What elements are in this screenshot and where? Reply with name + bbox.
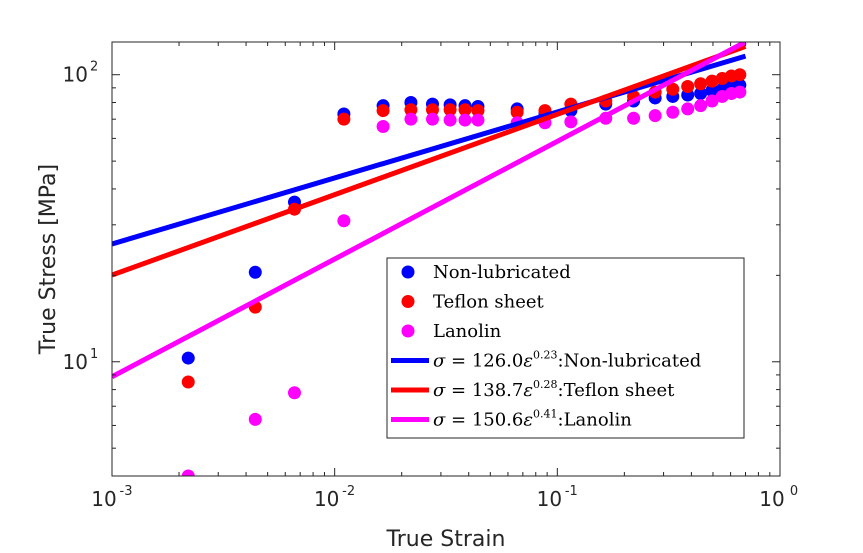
data-point-teflon-sheet [443, 103, 457, 117]
legend-marker [401, 324, 415, 338]
data-point-lanolin [404, 112, 418, 126]
data-point-lanolin [471, 113, 485, 127]
legend-entry: Non-lubricated [401, 262, 571, 283]
x-tick-label: 10 [759, 487, 784, 511]
fit-line-teflon-sheet [112, 44, 747, 278]
legend-entry: σ = 126.0ε0.23:Non-lubricated [391, 349, 701, 372]
data-point-lanolin [733, 85, 747, 99]
data-point-non-lubricated [181, 351, 195, 365]
x-tick-label-exponent: -3 [120, 484, 133, 499]
data-point-lanolin [627, 111, 641, 125]
legend-entry: σ = 150.6ε0.41:Lanolin [391, 408, 632, 431]
data-point-lanolin [248, 412, 262, 426]
legend-marker [401, 295, 415, 308]
legend-box [386, 257, 745, 439]
data-point-teflon-sheet [425, 103, 439, 117]
data-point-lanolin [425, 112, 439, 126]
data-point-lanolin [705, 94, 719, 108]
legend-label: Lanolin [433, 321, 502, 342]
axes-box [111, 41, 781, 477]
legend-label: Teflon sheet [433, 292, 545, 313]
data-point-teflon-sheet [181, 375, 195, 389]
data-point-lanolin [564, 115, 578, 129]
data-point-teflon-sheet [471, 104, 485, 118]
fit-line-non-lubricated [112, 53, 747, 247]
y-tick-label: 10 [63, 350, 88, 374]
x-tick-label: 10 [537, 487, 562, 511]
data-point-non-lubricated [705, 84, 719, 98]
data-point-teflon-sheet [376, 104, 390, 118]
legend-entry: Lanolin [401, 321, 502, 342]
legend-label: σ = 126.0ε0.23:Non-lubricated [433, 349, 701, 372]
data-point-lanolin [337, 214, 351, 228]
data-point-teflon-sheet [694, 77, 708, 91]
y-tick-label: 10 [63, 63, 88, 87]
data-point-lanolin [443, 113, 457, 127]
legend-marker [401, 265, 415, 279]
data-point-non-lubricated [694, 87, 708, 101]
legend-label: σ = 138.7ε0.28:Teflon sheet [433, 378, 675, 401]
data-point-teflon-sheet [510, 105, 524, 119]
legend-label: Non-lubricated [433, 262, 571, 283]
data-point-non-lubricated [248, 265, 262, 279]
legend-label: σ = 150.6ε0.41:Lanolin [433, 408, 632, 431]
data-point-lanolin [376, 120, 390, 134]
data-point-lanolin [694, 99, 708, 113]
y-tick-label-exponent: 2 [90, 60, 98, 75]
data-point-teflon-sheet [458, 103, 472, 117]
data-point-lanolin [681, 102, 695, 116]
x-tick-label: 10 [91, 487, 116, 511]
y-tick-label-exponent: 1 [90, 347, 98, 362]
legend-entry: Teflon sheet [401, 292, 545, 313]
data-point-lanolin [181, 469, 195, 476]
data-point-lanolin [287, 386, 301, 400]
data-point-teflon-sheet [404, 103, 418, 117]
x-tick-label-exponent: 0 [790, 484, 798, 499]
data-point-lanolin [458, 113, 472, 127]
data-point-teflon-sheet [337, 112, 351, 126]
x-axis-label: True Strain [386, 527, 506, 552]
data-point-teflon-sheet [681, 79, 695, 93]
x-tick-label-exponent: -1 [565, 484, 578, 499]
data-point-lanolin [648, 109, 662, 123]
data-point-teflon-sheet [733, 68, 747, 82]
legend-entry: σ = 138.7ε0.28:Teflon sheet [391, 378, 675, 401]
data-point-teflon-sheet [705, 74, 719, 88]
fit-line-lanolin [112, 42, 747, 379]
y-axis-label: True Stress [MPa] [36, 164, 61, 355]
x-tick-label-exponent: -2 [342, 484, 355, 499]
data-point-lanolin [666, 105, 680, 119]
data-point-teflon-sheet [666, 82, 680, 96]
x-tick-label: 10 [314, 487, 339, 511]
